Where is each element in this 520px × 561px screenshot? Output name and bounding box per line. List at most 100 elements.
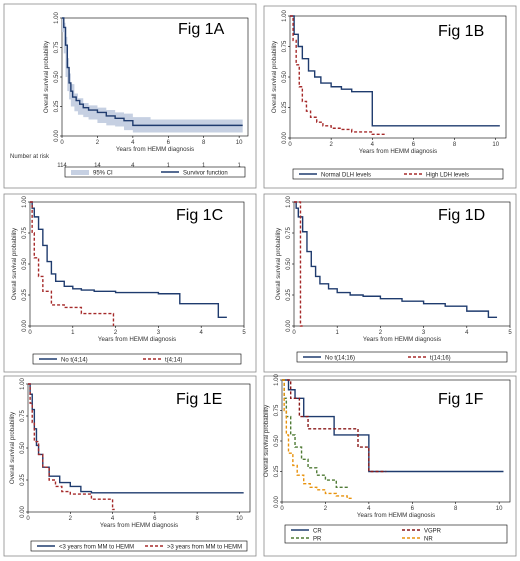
x-tick-label: 2 xyxy=(379,330,383,336)
panel-label: Fig 1E xyxy=(176,391,222,408)
x-tick-label: 0 xyxy=(292,330,296,336)
legend-label: NR xyxy=(424,537,433,543)
x-tick-label: 10 xyxy=(496,506,503,512)
y-tick-label: 0.25 xyxy=(54,100,60,112)
x-tick-label: 8 xyxy=(454,506,458,512)
x-tick-label: 6 xyxy=(411,506,415,512)
x-tick-label: 8 xyxy=(195,516,199,522)
panel-label: Fig 1A xyxy=(178,21,225,38)
y-tick-label: 0.25 xyxy=(20,474,26,486)
panel-label: Fig 1D xyxy=(438,207,485,224)
y-tick-label: 0.25 xyxy=(22,289,28,301)
risk-count: 1 xyxy=(202,163,206,169)
y-tick-label: 0.00 xyxy=(274,496,280,508)
y-tick-label: 0.75 xyxy=(22,227,28,239)
legend xyxy=(64,166,246,178)
y-tick-label: 0.50 xyxy=(20,442,26,454)
x-tick-label: 4 xyxy=(111,516,115,522)
x-tick-label: 6 xyxy=(153,516,157,522)
legend-label: t(4;14) xyxy=(165,358,182,364)
y-tick-label: 0.00 xyxy=(20,506,26,518)
y-tick-label: 1.00 xyxy=(282,10,288,22)
x-tick-label: 0 xyxy=(280,506,284,512)
y-tick-label: 0.75 xyxy=(20,410,26,422)
x-tick-label: 6 xyxy=(412,142,416,148)
legend-label: Normal DLH levels xyxy=(321,173,371,179)
legend xyxy=(30,540,248,552)
series-line-survivor-function xyxy=(62,17,243,127)
series-line-no-t-4-14 xyxy=(30,201,227,319)
panel-fig-1e: 0.00 0.25 0.50 0.75 1.00 0 2 4 6 8 10 Years from HE… xyxy=(3,375,257,557)
x-axis-title: Years from HEMM diagnosis xyxy=(357,512,435,519)
y-tick-label: 0.00 xyxy=(282,132,288,144)
panel-fig-1c: 0.00 0.25 0.50 0.75 1.00 0 1 2 3 4 5 Years from HEM… xyxy=(3,193,257,373)
x-tick-label: 3 xyxy=(422,330,426,336)
x-tick-label: 4 xyxy=(131,140,135,146)
series-line-t-14-16 xyxy=(294,201,303,327)
y-axis-title: Overall survival probability xyxy=(9,411,16,484)
y-tick-label: 0.00 xyxy=(286,320,292,332)
x-axis-title: Years from HEMM diagnosis xyxy=(98,336,176,343)
series-line-pr xyxy=(282,379,348,490)
x-tick-label: 6 xyxy=(167,140,171,146)
legend-label: High LDH levels xyxy=(426,173,469,179)
panel-label: Fig 1B xyxy=(438,23,484,40)
x-tick-label: 0 xyxy=(60,140,64,146)
y-tick-label: 0.75 xyxy=(282,40,288,52)
risk-count: 1 xyxy=(237,163,241,169)
legend xyxy=(296,351,508,363)
legend-label: >3 years from MM to HEMM xyxy=(167,545,242,551)
y-tick-label: 0.50 xyxy=(22,258,28,270)
x-tick-label: 10 xyxy=(236,516,243,522)
series-line-high-ldh-levels xyxy=(290,15,387,136)
y-tick-label: 0.00 xyxy=(54,130,60,142)
x-tick-label: 4 xyxy=(465,330,469,336)
x-tick-label: 0 xyxy=(28,330,32,336)
panel-fig-1f: 0.00 0.25 0.50 0.75 1.00 0 2 4 6 8 10 Years from HE… xyxy=(263,374,517,557)
legend-label: PR xyxy=(313,537,322,543)
x-tick-label: 1 xyxy=(336,330,340,336)
legend-label: 95% CI xyxy=(93,171,113,177)
y-tick-label: 1.00 xyxy=(286,196,292,208)
y-axis-title: Overall survival probability xyxy=(275,227,282,300)
risk-count: 14 xyxy=(94,163,101,169)
x-tick-label: 8 xyxy=(202,140,206,146)
x-tick-label: 2 xyxy=(69,516,73,522)
series-line-3-years-from-mm-to-hemm xyxy=(28,383,115,511)
y-tick-label: 1.00 xyxy=(54,12,60,24)
x-tick-label: 10 xyxy=(236,140,243,146)
x-tick-label: 1 xyxy=(71,330,75,336)
y-tick-label: 0.25 xyxy=(274,465,280,477)
legend xyxy=(284,524,508,544)
y-axis-title: Overall survival probability xyxy=(263,404,270,477)
x-tick-label: 2 xyxy=(329,142,333,148)
x-tick-label: 3 xyxy=(157,330,161,336)
legend-label: CR xyxy=(313,529,322,535)
panel-fig-1b: 0.00 0.25 0.50 0.75 1.00 0 2 4 6 8 10 Years from HE… xyxy=(263,5,517,189)
series-line-cr xyxy=(282,379,504,473)
y-tick-label: 0.25 xyxy=(286,289,292,301)
panel-fig-1a: 0.00 0.25 0.50 0.75 1.00 0 2 4 6 8 10 Years from HE… xyxy=(3,3,257,189)
y-tick-label: 1.00 xyxy=(22,196,28,208)
series-line-no-t-14-16 xyxy=(294,201,498,319)
x-tick-label: 5 xyxy=(242,330,246,336)
x-axis-title: Years from HEMM diagnosis xyxy=(116,146,194,153)
plot-area xyxy=(289,15,507,139)
x-tick-label: 4 xyxy=(371,142,375,148)
x-tick-label: 0 xyxy=(288,142,292,148)
legend xyxy=(292,168,504,180)
x-tick-label: 8 xyxy=(453,142,457,148)
y-axis-title: Overall survival probability xyxy=(11,227,18,300)
y-tick-label: 0.75 xyxy=(286,227,292,239)
risk-count: 4 xyxy=(131,163,135,169)
y-tick-label: 0.75 xyxy=(54,41,60,53)
y-tick-label: 0.00 xyxy=(22,320,28,332)
plot-area xyxy=(281,379,511,503)
legend-label: No t(4;14) xyxy=(61,358,88,364)
risk-table-title: Number at risk xyxy=(10,154,50,160)
legend xyxy=(32,353,242,365)
x-axis-title: Years from HEMM diagnosis xyxy=(359,148,437,155)
x-tick-label: 5 xyxy=(508,330,512,336)
plot-area xyxy=(293,201,511,327)
legend-label: t(14;16) xyxy=(430,356,451,362)
